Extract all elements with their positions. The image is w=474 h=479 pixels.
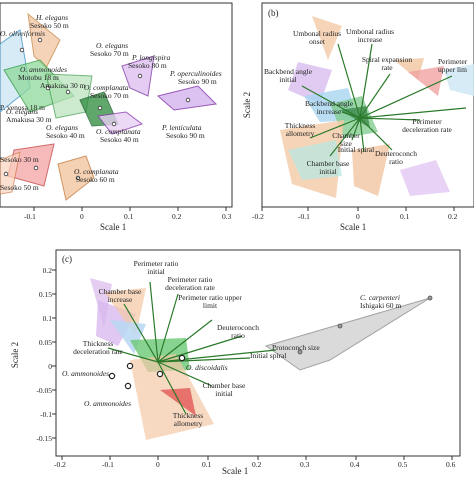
species-label: C. carpenteri bbox=[360, 293, 400, 302]
y-tick: -0.15 bbox=[36, 434, 52, 443]
species-label: P. longispira bbox=[132, 53, 171, 62]
site-label: Ishigaki 60 m bbox=[360, 301, 402, 310]
species-label: O. complanata bbox=[84, 83, 129, 92]
x-axis-label: Scale 1 bbox=[340, 222, 367, 232]
vector-label: Perimeter ratio deceleration rate bbox=[165, 275, 215, 292]
vector-label: Umbonal radius increase bbox=[345, 27, 395, 44]
site-label: Sesoko 40 m bbox=[100, 135, 139, 144]
vector-label: Backbend angle increase bbox=[304, 99, 354, 116]
x-tick: 0.4 bbox=[350, 460, 360, 469]
site-label: Sesoko 30 m bbox=[0, 155, 39, 164]
x-tick: -0.1 bbox=[24, 212, 36, 221]
site-label: Sesoko 90 m bbox=[178, 77, 217, 86]
x-tick: 0.3 bbox=[300, 460, 310, 469]
x-tick: -0.2 bbox=[252, 212, 264, 221]
panel-b: (b) Scale 2 Umbonal radius onset Umbonal… bbox=[240, 0, 474, 240]
species-label: P. lenticulata bbox=[162, 123, 202, 132]
vector-label: Deuteroconch ratio bbox=[374, 149, 418, 166]
vector-label: Initial spiral bbox=[337, 145, 375, 154]
site-label: P. venosa 18 m bbox=[0, 103, 45, 112]
site-label: Sesoko 60 m bbox=[76, 175, 115, 184]
vector-label: Thickness allometry bbox=[284, 121, 316, 138]
panel-c-plot bbox=[52, 249, 461, 460]
vector-label: Thickness allometry bbox=[172, 411, 204, 428]
species-label: P. operculinoides bbox=[170, 69, 222, 78]
site-label: Sesoko 70 m bbox=[90, 49, 129, 58]
panel-a: H. elegans Sesoko 50 m O. oliveiformis O… bbox=[0, 0, 240, 240]
species-label: O. ammonoides bbox=[20, 65, 68, 74]
vector-label: Perimeter upper lim bbox=[438, 57, 468, 74]
site-label: Sesoko 80 m bbox=[128, 61, 167, 70]
x-tick: 0.2 bbox=[172, 212, 182, 221]
site-label: Motobu 18 m bbox=[18, 73, 59, 82]
x-tick: 0.1 bbox=[400, 212, 410, 221]
x-tick: 0 bbox=[156, 460, 160, 469]
vector-label: Chamber base increase bbox=[98, 287, 142, 304]
species-label: O. elegans bbox=[46, 123, 79, 132]
vector-label: Initial spiral bbox=[250, 351, 287, 360]
vector-label: Perimeter ratio initial bbox=[133, 259, 179, 276]
x-tick: -0.1 bbox=[102, 460, 114, 469]
panel-b-plot bbox=[261, 2, 474, 211]
y-tick: 0 bbox=[48, 362, 52, 371]
panel-a-labels: H. elegans Sesoko 50 m O. oliveiformis O… bbox=[0, 0, 240, 240]
x-tick: 0 bbox=[80, 212, 84, 221]
site-label: Sesoko 40 m bbox=[46, 131, 85, 140]
species-label: O. oliveiformis bbox=[0, 29, 45, 38]
panel-b-labels: Umbonal radius onset Umbonal radius incr… bbox=[240, 0, 474, 240]
vector-label: Backbend angle initial bbox=[263, 67, 313, 84]
vector-label: Thickness deceleration rate bbox=[73, 339, 123, 356]
species-label: O. ammonoides bbox=[84, 399, 132, 408]
species-label: O. ammonoides bbox=[62, 369, 110, 378]
x-tick: 0.2 bbox=[252, 460, 262, 469]
x-tick: 0.6 bbox=[446, 460, 456, 469]
x-tick: 0.1 bbox=[124, 212, 134, 221]
x-tick: 0.3 bbox=[222, 212, 232, 221]
species-label: O. complanata bbox=[96, 127, 141, 136]
site-label: Amakusa 30 m bbox=[6, 115, 52, 124]
panel-c-labels: Perimeter ratio initial Perimeter ratio … bbox=[0, 240, 474, 474]
vector-label: Perimeter ratio upper limit bbox=[178, 293, 242, 310]
site-label: Sesoko 50 m bbox=[30, 21, 69, 30]
loading-vectors bbox=[301, 43, 467, 157]
species-label: O. elegans bbox=[96, 41, 129, 50]
site-label: Sesoko 50 m bbox=[0, 183, 39, 192]
panel-a-plot bbox=[0, 2, 233, 211]
y-tick: -0.1 bbox=[40, 410, 52, 419]
species-label: O. complanata bbox=[74, 167, 119, 176]
y-tick: 0.05 bbox=[38, 338, 52, 347]
vector-label: Chamber base initial bbox=[306, 159, 350, 176]
panel-c: (c) Scale 2 0.2 0.15 0.1 0.05 0 -0.05 -0… bbox=[0, 240, 474, 476]
x-tick: 0.5 bbox=[398, 460, 408, 469]
panel-tag: (c) bbox=[62, 254, 72, 264]
vector-label: Spiral expansion rate bbox=[361, 55, 413, 72]
species-label: H. elegans bbox=[36, 13, 69, 22]
x-tick: -0.2 bbox=[54, 460, 66, 469]
vector-label: Chamber size bbox=[332, 131, 360, 148]
x-tick: -0.1 bbox=[298, 212, 310, 221]
vector-label: Deuteroconch ratio bbox=[216, 323, 260, 340]
y-tick: 0.1 bbox=[42, 314, 52, 323]
x-axis-label: Scale 1 bbox=[222, 466, 249, 476]
x-tick: 0.2 bbox=[448, 212, 458, 221]
x-tick: 0.1 bbox=[202, 460, 212, 469]
x-axis-label: Scale 1 bbox=[100, 222, 127, 232]
y-tick: 0.15 bbox=[38, 290, 52, 299]
site-label: Sesoko 70 m bbox=[90, 91, 129, 100]
y-tick: 0.2 bbox=[42, 266, 52, 275]
site-label: Sesoko 90 m bbox=[166, 131, 205, 140]
species-label: O. discoidalis bbox=[186, 363, 228, 372]
loading-vectors-c bbox=[107, 281, 277, 415]
y-tick: -0.05 bbox=[36, 386, 52, 395]
species-label: O. elegans bbox=[6, 107, 39, 116]
panel-tag: (b) bbox=[268, 8, 279, 18]
vector-label: Perimeter deceleration rate bbox=[402, 117, 452, 134]
vector-label: Chamber base initial bbox=[202, 381, 246, 398]
site-label: Amakusa 30 m bbox=[40, 81, 86, 90]
x-tick: 0 bbox=[356, 212, 360, 221]
vector-label: Protoconch size bbox=[272, 343, 320, 352]
vector-label: Umbonal radius onset bbox=[292, 29, 342, 46]
